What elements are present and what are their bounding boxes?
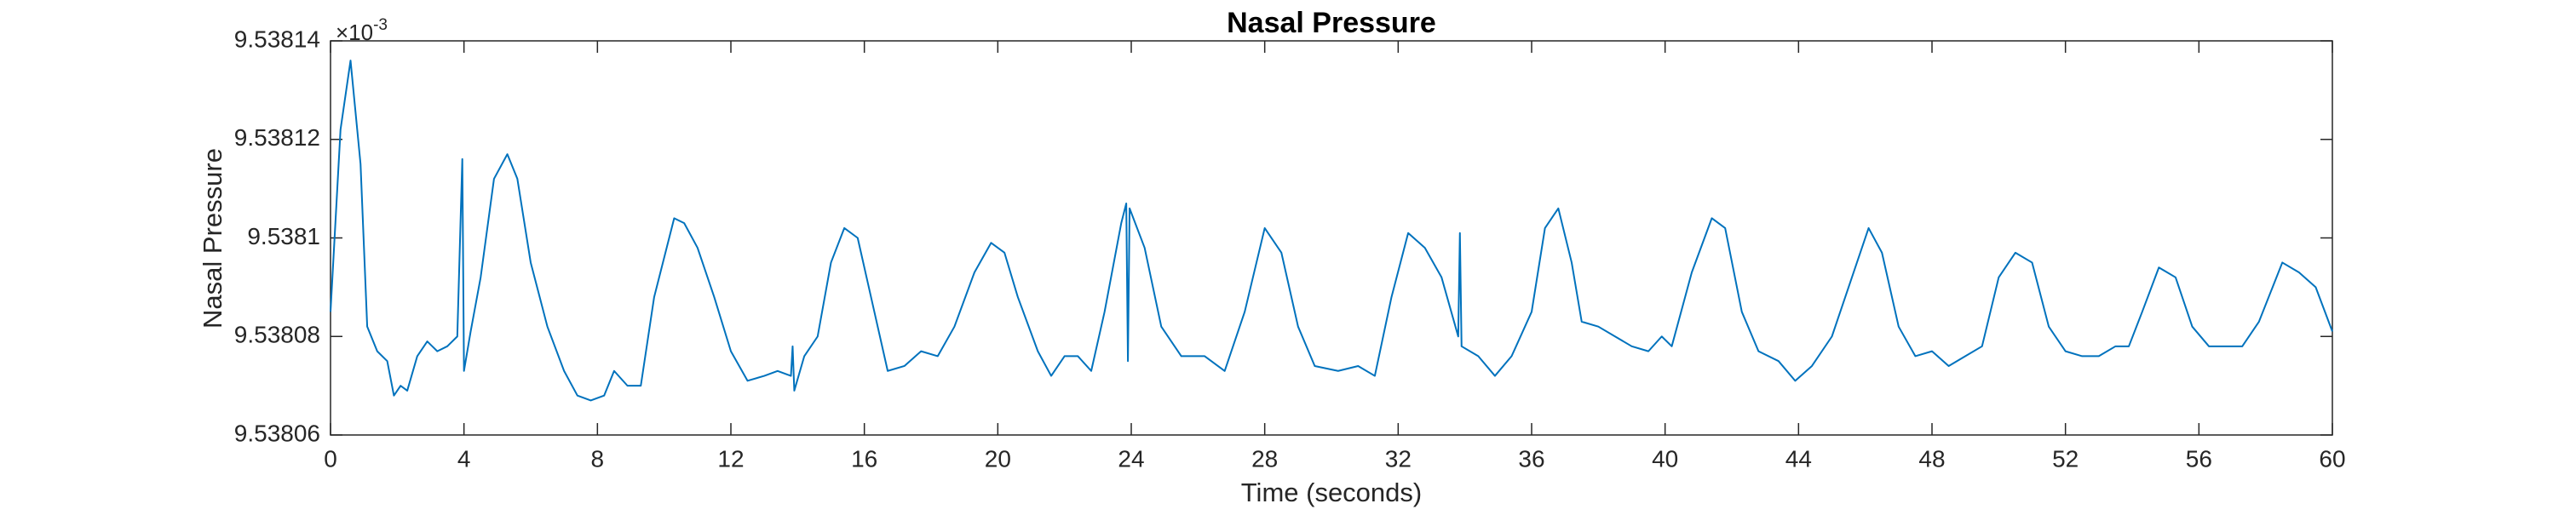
- x-tick-label: 28: [1251, 445, 1278, 472]
- y-axis-label: Nasal Pressure: [198, 148, 227, 329]
- x-tick-label: 36: [1518, 445, 1544, 472]
- x-tick-label: 60: [2319, 445, 2345, 472]
- x-tick-label: 48: [1918, 445, 1945, 472]
- x-tick-label: 16: [851, 445, 877, 472]
- y-tick-label: 9.53814: [234, 26, 320, 52]
- x-tick-label: 32: [1385, 445, 1412, 472]
- x-tick-label: 52: [2052, 445, 2079, 472]
- x-tick-label: 8: [591, 445, 605, 472]
- data-line: [330, 60, 2333, 402]
- x-axis-label: Time (seconds): [1241, 478, 1422, 507]
- x-tick-label: 40: [1652, 445, 1678, 472]
- x-tick-label: 20: [985, 445, 1011, 472]
- x-tick-label: 56: [2186, 445, 2212, 472]
- y-tick-label: 9.53806: [234, 420, 320, 446]
- x-tick-label: 24: [1118, 445, 1144, 472]
- y-tick-label: 9.53808: [234, 322, 320, 348]
- x-tick-label: 12: [717, 445, 744, 472]
- y-multiplier-exponent: -3: [373, 16, 388, 34]
- y-tick-label: 9.53812: [234, 124, 320, 151]
- x-tick-label: 44: [1785, 445, 1812, 472]
- y-tick-label: 9.5381: [247, 223, 320, 249]
- x-tick-label: 0: [324, 445, 337, 472]
- x-tick-label: 4: [457, 445, 471, 472]
- chart-title: Nasal Pressure: [1227, 7, 1436, 39]
